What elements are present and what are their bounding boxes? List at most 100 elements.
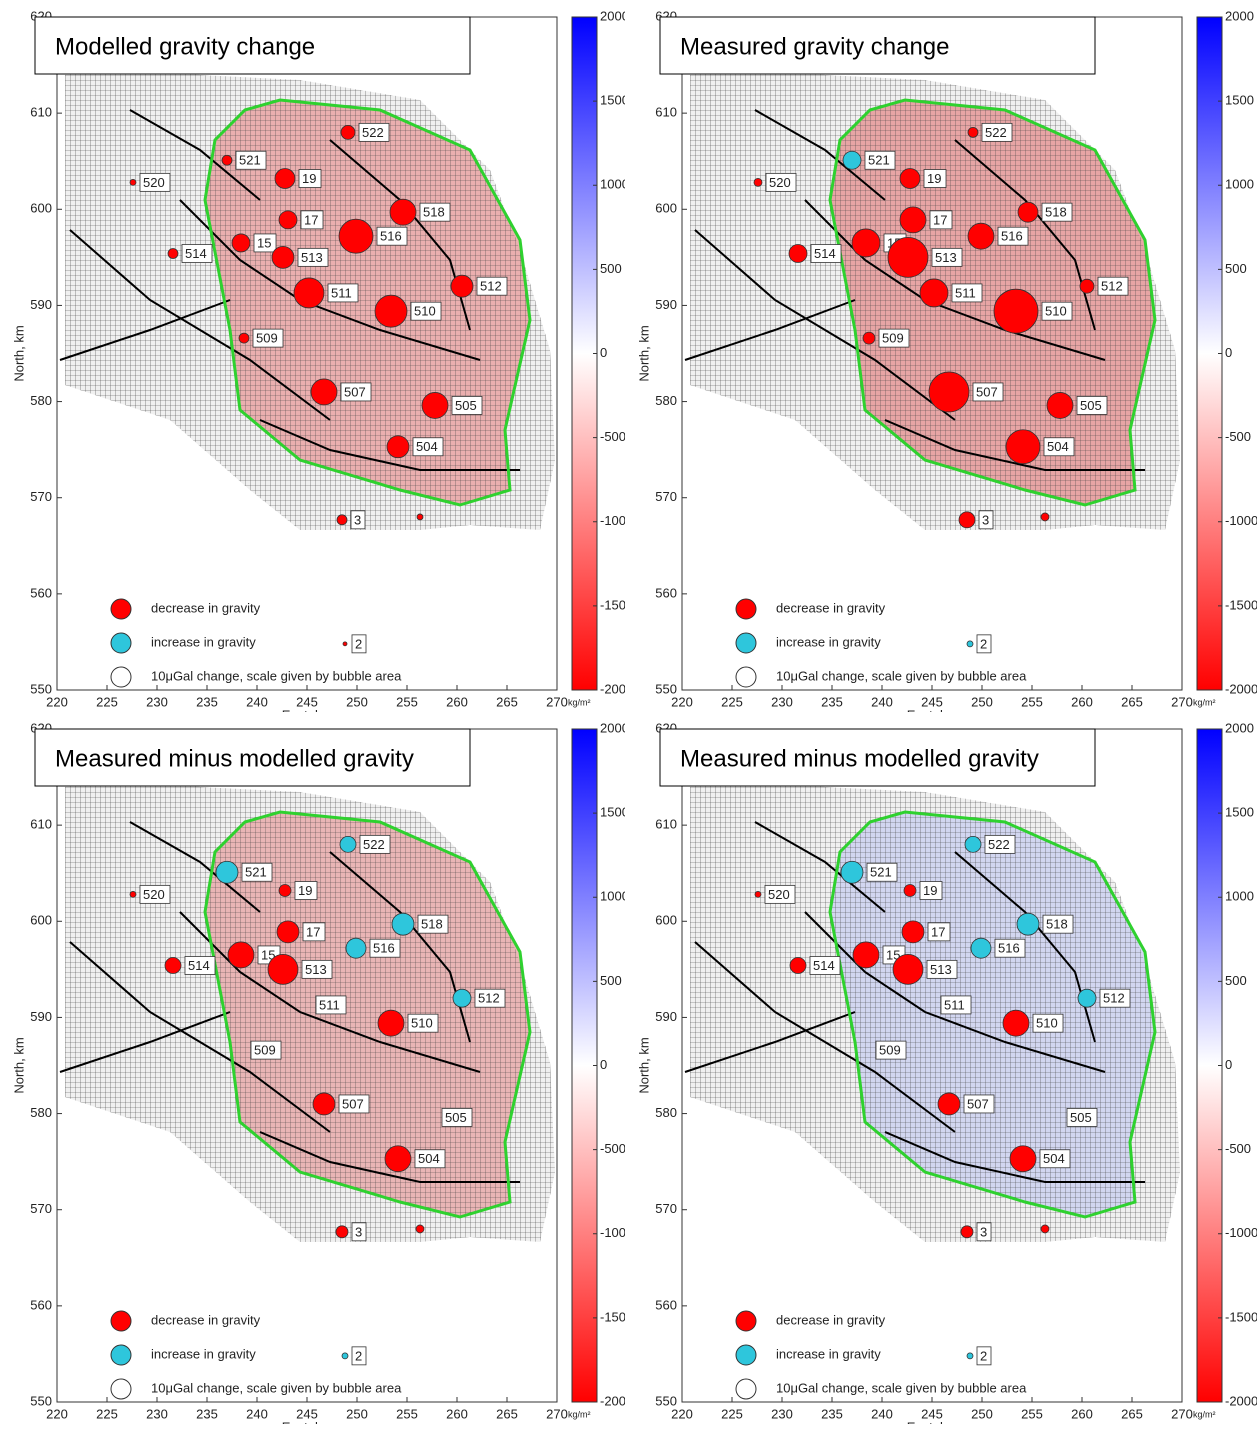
model-mesh (65, 767, 555, 1242)
station-label: 2 (980, 636, 987, 651)
station-bubble (450, 274, 474, 298)
title-box (659, 16, 1096, 75)
station-label-box (1066, 1108, 1098, 1127)
y-tick-label: 570 (30, 1201, 52, 1216)
station-label: 510 (411, 1016, 433, 1031)
station-bubble (227, 941, 255, 969)
colorbar-tick-label: 2000 (1225, 8, 1254, 23)
colorbar-tick-label: -1000 (600, 1225, 633, 1240)
y-tick-label: 560 (30, 585, 52, 600)
station-label: 2 (355, 636, 362, 651)
fault-line (259, 1131, 520, 1183)
station-label: 518 (1046, 917, 1068, 932)
model-mesh (690, 767, 1180, 1242)
legend-marker (735, 1344, 757, 1366)
legend-marker (110, 598, 132, 620)
station-label-box (931, 247, 963, 267)
x-tick-label: 255 (396, 1406, 418, 1421)
x-tick-label: 250 (346, 694, 368, 709)
chart-title: Modelled gravity change (55, 33, 315, 60)
y-axis-label: North, km (11, 325, 26, 381)
station-label: 510 (1045, 304, 1067, 319)
x-tick-label: 250 (346, 1406, 368, 1421)
station-label: 17 (933, 212, 947, 227)
station-label: 521 (868, 153, 890, 168)
station-label: 3 (982, 512, 989, 527)
panel: 220 225 230 235 240 245 250 255 260 265 2705505605… (11, 8, 629, 712)
station-label-box (298, 169, 322, 188)
colorbar-tick-label: -500 (600, 429, 626, 444)
station-label: 516 (1001, 229, 1023, 244)
fault-line (954, 139, 1096, 331)
chart-title: Measured minus modelled gravity (680, 745, 1039, 772)
station-label: 521 (870, 865, 892, 880)
colorbar-tick-label: -2000 (1225, 1393, 1257, 1408)
station-label-box (1099, 988, 1131, 1008)
station-bubble (342, 641, 348, 647)
station-label-box (994, 938, 1026, 958)
station-label: 507 (342, 1096, 364, 1111)
fault-line (684, 299, 856, 361)
y-tick-label: 590 (30, 1009, 52, 1024)
x-tick-label: 265 (1121, 694, 1143, 709)
station-bubble (919, 278, 949, 308)
station-label-box (1041, 202, 1073, 222)
station-label: 504 (1047, 439, 1069, 454)
station-label-box (809, 956, 841, 975)
title-box (34, 728, 471, 787)
station-bubble (293, 277, 325, 309)
chart-title: Measured gravity change (680, 33, 949, 60)
fault-line (129, 109, 261, 201)
colorbar-tick-label: 2000 (600, 8, 629, 23)
station-label-box (976, 1346, 992, 1366)
y-tick-label: 560 (655, 1297, 677, 1312)
station-label: 17 (304, 212, 318, 227)
fault-line (804, 911, 1106, 1073)
station-label-box (302, 922, 326, 942)
station-label: 520 (768, 887, 790, 902)
station-label-box (1097, 276, 1129, 296)
legend-label: decrease in gravity (151, 600, 261, 615)
station-label: 511 (955, 285, 976, 300)
station-bubble (993, 288, 1039, 334)
station-label: 511 (944, 997, 965, 1012)
station-bubble (892, 953, 924, 985)
fault-line (694, 941, 956, 1133)
station-label-box (951, 283, 983, 303)
station-label: 514 (813, 958, 835, 973)
station-bubble (970, 937, 992, 959)
fault-line (59, 1011, 231, 1073)
station-bubble (389, 198, 417, 226)
station-bubble (937, 1092, 961, 1116)
title-box (34, 16, 471, 75)
x-tick-label: 235 (821, 1406, 843, 1421)
station-label: 513 (305, 962, 327, 977)
station-label-box (410, 301, 442, 321)
station-bubble (338, 218, 374, 254)
station-label-box (1041, 301, 1073, 321)
x-tick-label: 225 (96, 1406, 118, 1421)
station-label-box (351, 634, 367, 654)
station-label: 518 (423, 205, 445, 220)
station-label-box (866, 862, 898, 882)
colorbar-tick-label: 0 (600, 1057, 607, 1072)
station-label: 512 (1103, 991, 1125, 1006)
fault-line (259, 419, 520, 471)
station-label-box (1032, 1013, 1064, 1033)
station-label: 507 (967, 1096, 989, 1111)
x-tick-label: 255 (1021, 694, 1043, 709)
station-bubble (862, 331, 876, 345)
y-tick-label: 600 (30, 913, 52, 928)
fault-line (59, 299, 231, 361)
station-label: 514 (814, 246, 836, 261)
station-label-box (1076, 396, 1108, 415)
station-label-box (927, 922, 951, 942)
station-bubble (899, 168, 921, 189)
station-label: 510 (1036, 1016, 1058, 1031)
colorbar-unit: kg/m² (568, 1409, 591, 1419)
station-label: 15 (261, 947, 275, 962)
legend-label: 10μGal change, scale given by bubble are… (776, 668, 1027, 683)
y-tick-label: 590 (655, 297, 677, 312)
station-bubble (391, 912, 415, 936)
